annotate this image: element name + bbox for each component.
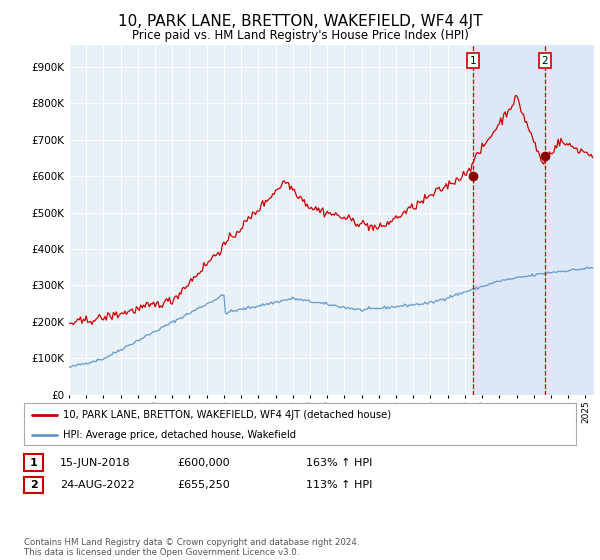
Text: 1: 1 <box>470 55 476 66</box>
Text: Contains HM Land Registry data © Crown copyright and database right 2024.
This d: Contains HM Land Registry data © Crown c… <box>24 538 359 557</box>
Text: 10, PARK LANE, BRETTON, WAKEFIELD, WF4 4JT (detached house): 10, PARK LANE, BRETTON, WAKEFIELD, WF4 4… <box>62 410 391 420</box>
Bar <box>473 45 594 395</box>
Text: 2: 2 <box>542 55 548 66</box>
Text: Price paid vs. HM Land Registry's House Price Index (HPI): Price paid vs. HM Land Registry's House … <box>131 29 469 42</box>
Text: 163% ↑ HPI: 163% ↑ HPI <box>306 458 373 468</box>
Text: £655,250: £655,250 <box>177 480 230 490</box>
Text: 15-JUN-2018: 15-JUN-2018 <box>60 458 131 468</box>
Text: 1: 1 <box>30 458 37 468</box>
Text: 24-AUG-2022: 24-AUG-2022 <box>60 480 135 490</box>
Text: 113% ↑ HPI: 113% ↑ HPI <box>306 480 373 490</box>
Text: £600,000: £600,000 <box>177 458 230 468</box>
Text: HPI: Average price, detached house, Wakefield: HPI: Average price, detached house, Wake… <box>62 430 296 440</box>
Text: 10, PARK LANE, BRETTON, WAKEFIELD, WF4 4JT: 10, PARK LANE, BRETTON, WAKEFIELD, WF4 4… <box>118 14 482 29</box>
Text: 2: 2 <box>30 480 37 490</box>
